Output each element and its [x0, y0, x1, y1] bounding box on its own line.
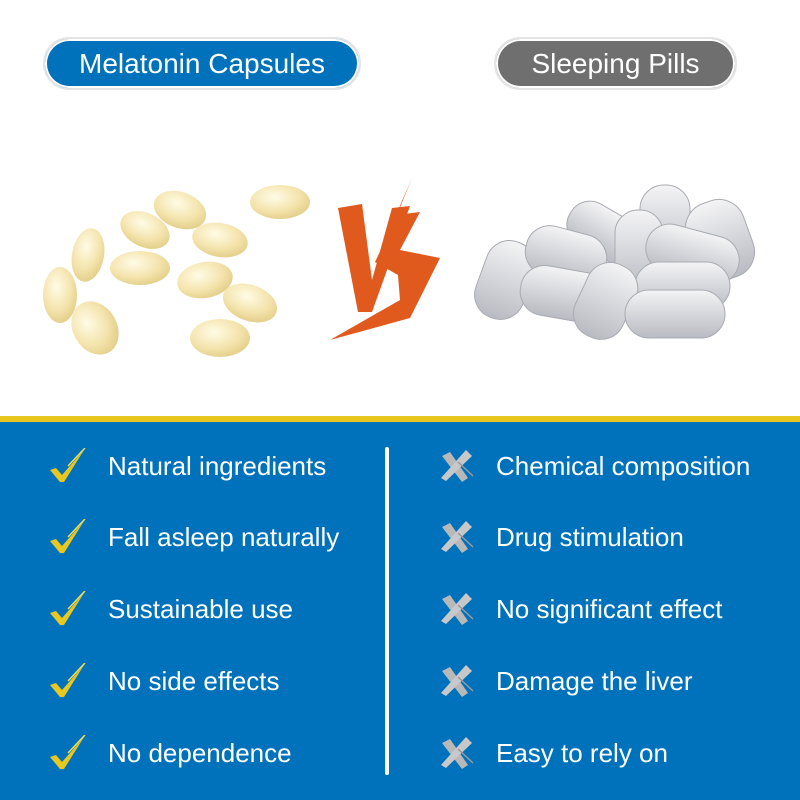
item-text: No significant effect: [496, 593, 723, 624]
item-text: Fall asleep naturally: [108, 521, 340, 552]
cross-icon: [438, 663, 474, 699]
sleeping-pills-label: Sleeping Pills: [494, 37, 737, 90]
cross-icon: [438, 448, 474, 484]
sleeping-pills-image: [474, 184, 756, 340]
melatonin-capsules-image: [43, 185, 310, 357]
item-text: No side effects: [108, 665, 280, 696]
right_items-item: No significant effect: [438, 589, 722, 629]
left_items-item: No dependence: [48, 733, 292, 773]
product-comparison-image: VS: [43, 178, 756, 357]
sleeping-label-text: Sleeping Pills: [531, 47, 700, 79]
cross-icon: [438, 591, 474, 627]
right_items-item: Easy to rely on: [438, 733, 668, 773]
cross-icon: [438, 735, 474, 771]
left_items-item: Sustainable use: [48, 589, 293, 629]
column-divider: [385, 447, 389, 775]
right_items-item: Damage the liver: [438, 661, 693, 701]
melatonin-label-text: Melatonin Capsules: [79, 47, 325, 79]
left_items-item: Fall asleep naturally: [48, 517, 339, 557]
item-text: No dependence: [108, 737, 292, 768]
check-icon: [48, 519, 86, 555]
item-text: Drug stimulation: [496, 521, 684, 552]
item-text: Natural ingredients: [108, 450, 327, 481]
item-text: Damage the liver: [496, 665, 693, 696]
left_items-item: Natural ingredients: [48, 446, 326, 486]
item-text: Chemical composition: [496, 450, 751, 481]
right_items-item: Drug stimulation: [438, 517, 684, 557]
check-icon: [48, 663, 86, 699]
vs-graphic: VS: [330, 178, 440, 340]
comparison-panel: [0, 422, 800, 800]
check-icon: [48, 448, 86, 484]
item-text: Sustainable use: [108, 593, 294, 624]
cross-icon: [438, 519, 474, 555]
item-text: Easy to rely on: [496, 737, 668, 768]
check-icon: [48, 591, 86, 627]
right_items-item: Chemical composition: [438, 446, 750, 486]
yellow-divider-band: [0, 416, 800, 422]
melatonin-capsules-label: Melatonin Capsules: [43, 37, 361, 90]
check-icon: [48, 735, 86, 771]
left_items-item: No side effects: [48, 661, 280, 701]
